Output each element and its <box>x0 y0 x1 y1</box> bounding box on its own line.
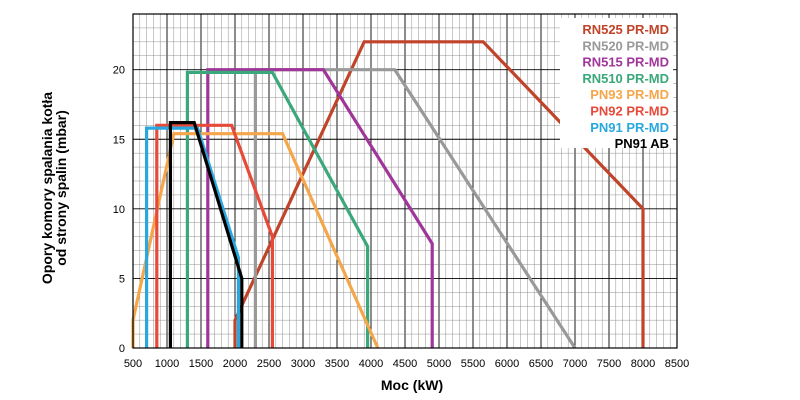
series-line-rn515-pr-md <box>206 68 434 348</box>
series-line-pn91-ab <box>168 120 244 348</box>
series-line-rn510-pr-md <box>185 70 370 348</box>
legend-entry: PN91 AB <box>615 136 669 151</box>
y-axis-title-line-1: Opory komory spalania kotła <box>39 92 55 284</box>
legend-entry: RN515 PR-MD <box>582 55 669 70</box>
x-tick-label: 2500 <box>257 358 281 370</box>
x-tick-label: 1500 <box>189 358 213 370</box>
x-tick-label: 6000 <box>495 358 519 370</box>
legend-entry: RN520 PR-MD <box>582 38 669 53</box>
x-tick-label: 3500 <box>325 358 349 370</box>
legend-entry: RN525 PR-MD <box>582 22 669 37</box>
x-tick-label: 1000 <box>155 358 179 370</box>
x-tick-label: 500 <box>124 358 142 370</box>
y-tick-label: 20 <box>113 65 125 77</box>
legend-entry: PN92 PR-MD <box>590 104 669 119</box>
x-tick-label: 3000 <box>291 358 315 370</box>
x-tick-label: 8000 <box>631 358 655 370</box>
x-tick-label: 6500 <box>529 358 553 370</box>
x-tick-label: 4500 <box>393 358 417 370</box>
y-tick-label: 0 <box>119 343 125 355</box>
y-axis-title-line-2: od strony spalin (mbar) <box>53 110 69 266</box>
plot-frame <box>132 13 678 349</box>
series-line-rn525-pr-md <box>233 40 645 348</box>
x-axis-title: Moc (kW) <box>381 377 443 393</box>
y-tick-label: 10 <box>113 204 125 216</box>
legend-entry: PN93 PR-MD <box>590 87 669 102</box>
x-tick-label: 2000 <box>223 358 247 370</box>
y-tick-label: 15 <box>113 134 125 146</box>
series-line-pn91-pr-md <box>145 126 240 348</box>
axes: 500 1000 1500 2000 2500 3000 3500 4000 4500 5000 5… <box>113 13 689 370</box>
legend-background <box>560 18 673 148</box>
x-tick-label: 5000 <box>427 358 451 370</box>
legend-entry: RN510 PR-MD <box>582 71 669 86</box>
x-tick-label: 4000 <box>359 358 383 370</box>
y-axis-title: Opory komory spalania kotła od strony sp… <box>39 92 69 284</box>
series-group <box>131 40 645 349</box>
x-tick-label: 7500 <box>597 358 621 370</box>
x-tick-label: 5500 <box>461 358 485 370</box>
x-tick-label: 8500 <box>665 358 689 370</box>
y-tick-label: 5 <box>119 273 125 285</box>
legend-entry: PN91 PR-MD <box>590 120 669 135</box>
series-line-pn92-pr-md <box>155 123 274 348</box>
x-tick-label: 7000 <box>563 358 587 370</box>
